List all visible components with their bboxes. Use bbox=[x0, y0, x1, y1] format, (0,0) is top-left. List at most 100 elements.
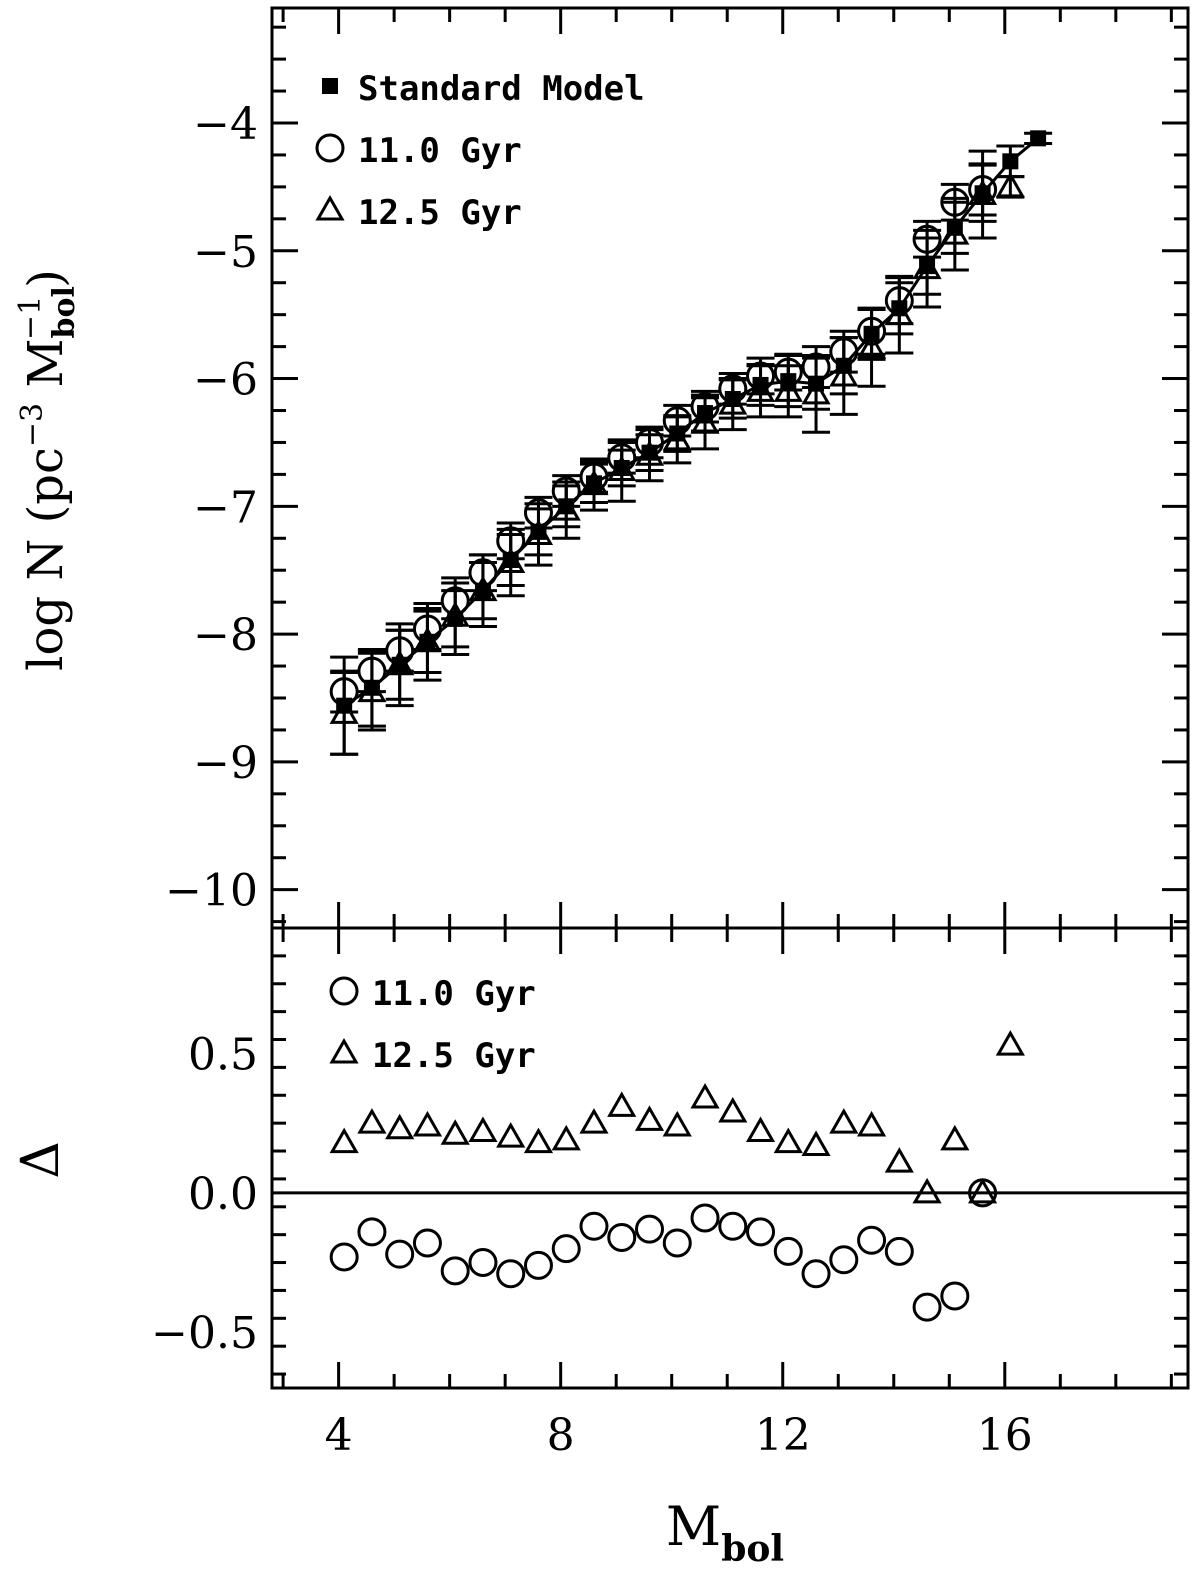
data-point-triangle bbox=[496, 1122, 526, 1148]
bottom-series-circle bbox=[329, 1178, 998, 1322]
data-point-triangle bbox=[634, 440, 665, 466]
data-point-triangle bbox=[440, 601, 470, 627]
data-point-circle bbox=[607, 1222, 637, 1252]
data-point-circle bbox=[884, 1236, 914, 1266]
top-y-tick-label: −5 bbox=[193, 227, 258, 278]
legend-marker-circle bbox=[315, 133, 345, 163]
data-point-triangle bbox=[829, 1108, 859, 1134]
data-point-triangle bbox=[690, 408, 720, 434]
bottom-y-tick-label: 0.0 bbox=[188, 1169, 258, 1220]
x-label-sub: bol bbox=[721, 1528, 784, 1569]
data-point-circle bbox=[579, 1211, 609, 1241]
x-label-main: M bbox=[666, 1495, 721, 1558]
top-y-tick-label: −7 bbox=[193, 482, 258, 533]
data-point-triangle bbox=[579, 1108, 609, 1134]
data-point-circle bbox=[746, 1217, 776, 1247]
data-point-triangle bbox=[856, 1110, 887, 1137]
data-point-triangle bbox=[773, 376, 803, 402]
top-y-tick-label: −8 bbox=[193, 610, 258, 661]
data-point-circle bbox=[635, 1214, 665, 1244]
data-point-triangle bbox=[634, 1105, 665, 1131]
legend-marker-triangle bbox=[315, 194, 345, 221]
data-point-circle bbox=[662, 1228, 692, 1258]
data-point-triangle bbox=[995, 171, 1025, 198]
data-point-triangle bbox=[718, 1096, 748, 1123]
data-point-circle bbox=[718, 1211, 748, 1241]
data-point-triangle bbox=[440, 1119, 470, 1145]
top-y-label-exp1: −3 bbox=[15, 403, 50, 447]
top-y-label-exp2: −1 bbox=[13, 296, 48, 340]
data-point-circle bbox=[523, 1250, 553, 1280]
data-point-circle bbox=[551, 1234, 581, 1264]
data-point-triangle bbox=[884, 1147, 914, 1173]
data-point-triangle bbox=[912, 253, 942, 280]
data-point-circle bbox=[496, 1259, 526, 1289]
top-y-tick-label: −10 bbox=[165, 866, 258, 917]
top-y-axis-label: log N (pc−3 Mbol−1) bbox=[13, 269, 82, 671]
x-tick-label: 4 bbox=[325, 1410, 353, 1461]
top-y-label-pre: log N (pc bbox=[18, 447, 74, 671]
bottom-y-axis-label: Δ bbox=[11, 1141, 71, 1179]
data-point-circle bbox=[829, 1245, 859, 1275]
data-point-triangle bbox=[523, 1127, 554, 1154]
data-point-circle bbox=[940, 1281, 970, 1311]
data-point-triangle bbox=[357, 1108, 387, 1134]
top-panel: −10 −9 −8 −7 −6 −5 −4 Standard Model 11.0 Gyr 12.… bbox=[165, 6, 1190, 930]
top-legend: Standard Model 11.0 Gyr 12.5 Gyr bbox=[315, 69, 645, 233]
legend-marker-circle bbox=[329, 976, 359, 1006]
top-y-tick-label: −9 bbox=[193, 738, 258, 789]
data-point-triangle bbox=[412, 1110, 443, 1137]
top-series-circle bbox=[329, 162, 998, 714]
data-point-triangle bbox=[940, 219, 970, 245]
bottom-plot-frame bbox=[270, 926, 1190, 1390]
top-y-label-post: ) bbox=[18, 269, 74, 288]
data-point-triangle bbox=[523, 519, 554, 545]
data-point-triangle bbox=[551, 1124, 581, 1151]
data-point-square bbox=[1030, 130, 1047, 147]
data-point-circle bbox=[440, 1256, 470, 1286]
data-point-triangle bbox=[357, 676, 387, 703]
x-tick-label: 16 bbox=[977, 1410, 1033, 1461]
bottom-y-tick-label: −0.5 bbox=[151, 1308, 258, 1359]
top-y-tick-label: −4 bbox=[193, 99, 258, 150]
data-point-triangle bbox=[329, 698, 359, 724]
data-point-triangle bbox=[745, 1116, 776, 1143]
legend-marker-square bbox=[322, 78, 338, 94]
data-point-triangle bbox=[940, 1124, 970, 1151]
data-point-triangle bbox=[773, 1127, 803, 1154]
data-point-circle bbox=[468, 1248, 498, 1278]
data-point-triangle bbox=[385, 649, 415, 676]
x-axis-label: Mbol bbox=[666, 1495, 784, 1569]
legend-label: 12.5 Gyr bbox=[358, 193, 522, 233]
data-point-triangle bbox=[856, 332, 887, 359]
data-point-circle bbox=[773, 1236, 803, 1266]
data-point-circle bbox=[329, 1242, 359, 1272]
data-point-triangle bbox=[468, 1116, 498, 1143]
data-point-circle bbox=[385, 1239, 415, 1269]
data-point-triangle bbox=[607, 455, 637, 482]
data-point-triangle bbox=[912, 1177, 942, 1204]
legend-label: 11.0 Gyr bbox=[372, 974, 536, 1014]
bottom-y-tick-label: 0.5 bbox=[188, 1029, 258, 1080]
top-series-triangle bbox=[329, 149, 1025, 756]
data-point-triangle bbox=[329, 1127, 359, 1154]
data-point-triangle bbox=[607, 1091, 637, 1117]
top-y-label-sub: bol bbox=[47, 286, 82, 338]
data-point-square bbox=[1002, 153, 1019, 170]
x-tick-label: 8 bbox=[547, 1410, 575, 1461]
data-point-triangle bbox=[551, 495, 581, 521]
data-point-circle bbox=[690, 1203, 720, 1233]
data-point-circle bbox=[412, 1228, 442, 1258]
data-point-triangle bbox=[968, 179, 998, 206]
data-point-triangle bbox=[662, 1110, 692, 1137]
data-point-circle bbox=[357, 1217, 387, 1247]
data-point-triangle bbox=[718, 389, 748, 415]
data-point-triangle bbox=[662, 424, 692, 451]
data-point-triangle bbox=[468, 575, 498, 602]
legend-label: 12.5 Gyr bbox=[372, 1036, 536, 1076]
top-y-tick-label: −6 bbox=[193, 355, 258, 406]
data-point-circle bbox=[801, 1259, 831, 1289]
data-point-circle bbox=[912, 1292, 942, 1322]
data-point-triangle bbox=[801, 378, 831, 405]
